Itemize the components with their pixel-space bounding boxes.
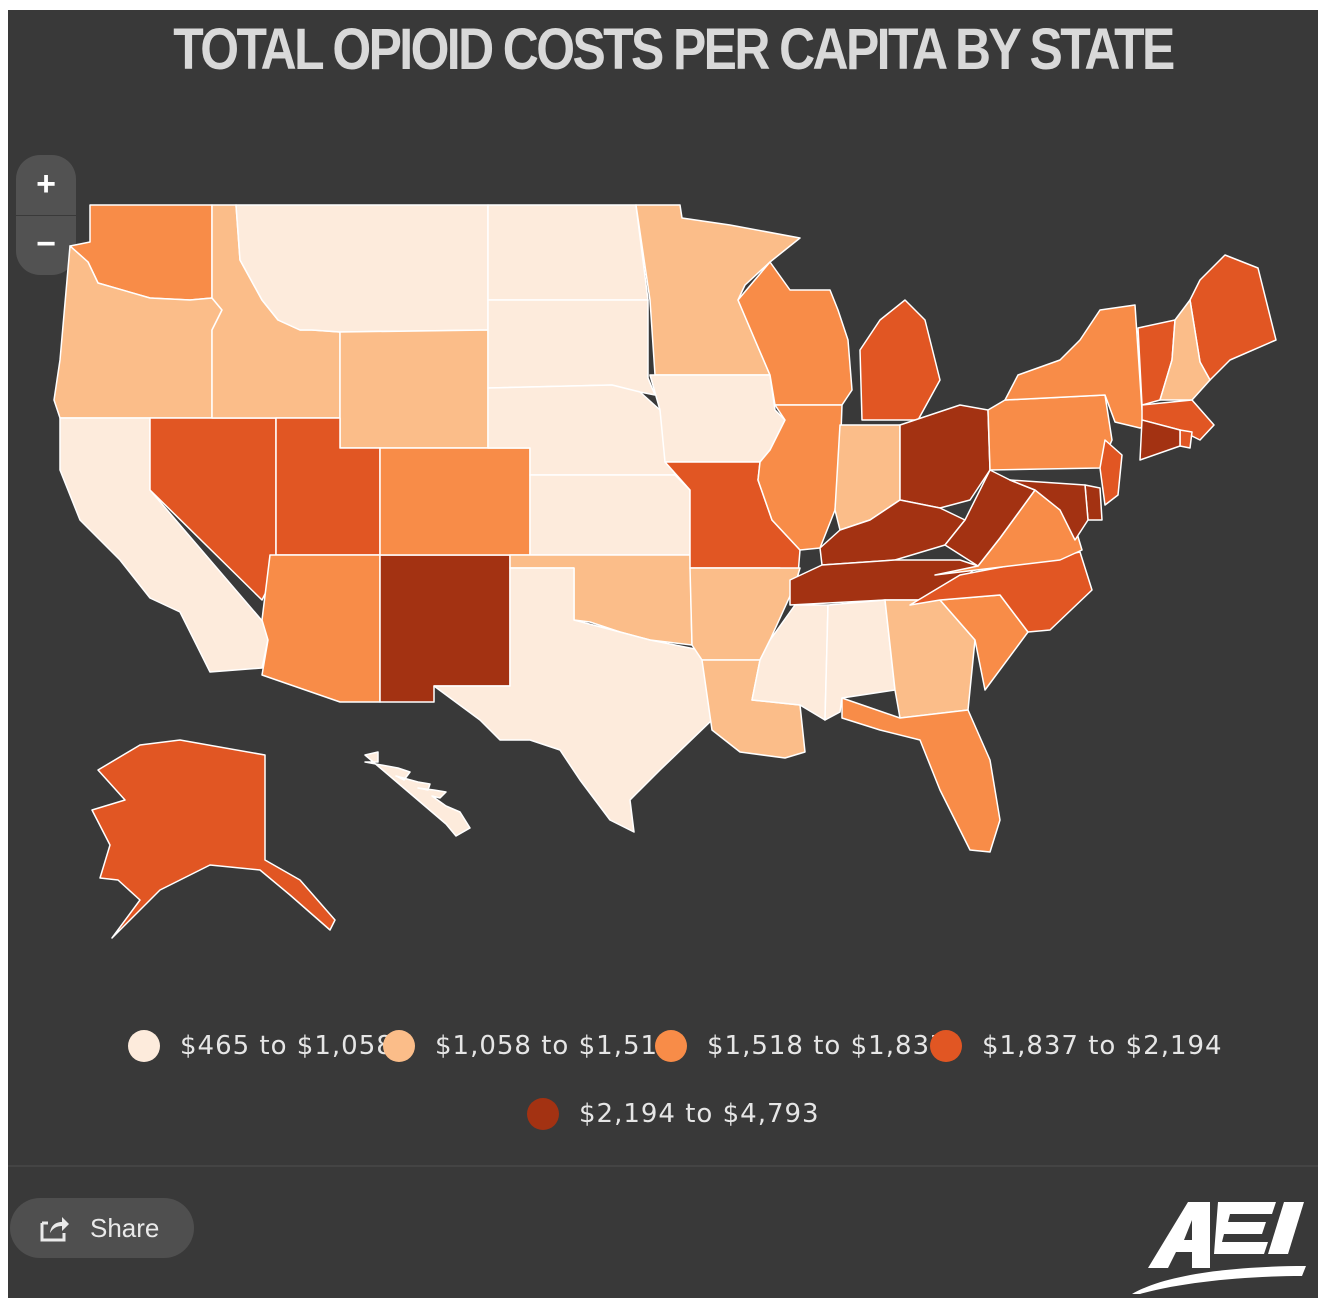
share-icon [40,1217,69,1242]
legend-label: $1,518 to $1,837 [707,1031,948,1061]
state-az[interactable] [261,554,381,703]
legend-label: $1,837 to $2,194 [982,1031,1223,1061]
state-ks[interactable] [529,474,691,556]
state-fl[interactable] [841,697,1001,853]
state-pa[interactable] [987,394,1113,471]
aei-logo [1132,1202,1306,1294]
legend-swatch [930,1030,962,1062]
state-nh[interactable] [1159,299,1211,401]
zoom-control: + − [16,155,76,275]
state-nd[interactable] [487,204,649,301]
legend-label: $1,058 to $1,518 [435,1031,676,1061]
state-ct[interactable] [1139,419,1181,461]
state-nm[interactable] [379,554,511,703]
state-wi[interactable] [737,261,853,406]
state-co[interactable] [379,447,531,556]
legend-swatch [383,1030,415,1062]
state-ia[interactable] [649,374,786,463]
share-label: Share [90,1212,160,1243]
page-title: TOTAL OPIOID COSTS PER CAPITA BY STATE [173,17,1175,82]
legend-item: $1,518 to $1,837 [655,1030,948,1062]
state-mt[interactable] [235,204,489,333]
state-ri[interactable] [1179,429,1193,449]
legend-item: $1,058 to $1,518 [383,1030,676,1062]
state-wy[interactable] [339,329,489,449]
legend-swatch [527,1098,559,1130]
footer-divider [8,1165,1318,1167]
legend-label: $465 to $1,058 [180,1031,394,1061]
legend-item: $465 to $1,058 [128,1030,394,1062]
state-ak[interactable] [91,739,336,939]
legend-swatch [655,1030,687,1062]
state-hi[interactable] [364,751,471,837]
state-nj[interactable] [1099,439,1123,506]
legend-label: $2,194 to $4,793 [579,1099,820,1129]
us-state-map [53,204,1277,939]
state-me[interactable] [1189,254,1277,381]
state-md[interactable] [1009,479,1089,541]
zoom-in-button[interactable]: + [16,155,76,216]
state-tx[interactable] [433,567,713,833]
state-oh[interactable] [899,404,991,509]
legend-swatch [128,1030,160,1062]
legend-item: $2,194 to $4,793 [527,1098,820,1130]
legend-item: $1,837 to $2,194 [930,1030,1223,1062]
share-button[interactable]: Share [10,1198,194,1258]
state-mi[interactable] [859,299,941,421]
state-al[interactable] [824,599,896,721]
zoom-out-button[interactable]: − [36,225,56,263]
state-sd[interactable] [487,299,656,396]
